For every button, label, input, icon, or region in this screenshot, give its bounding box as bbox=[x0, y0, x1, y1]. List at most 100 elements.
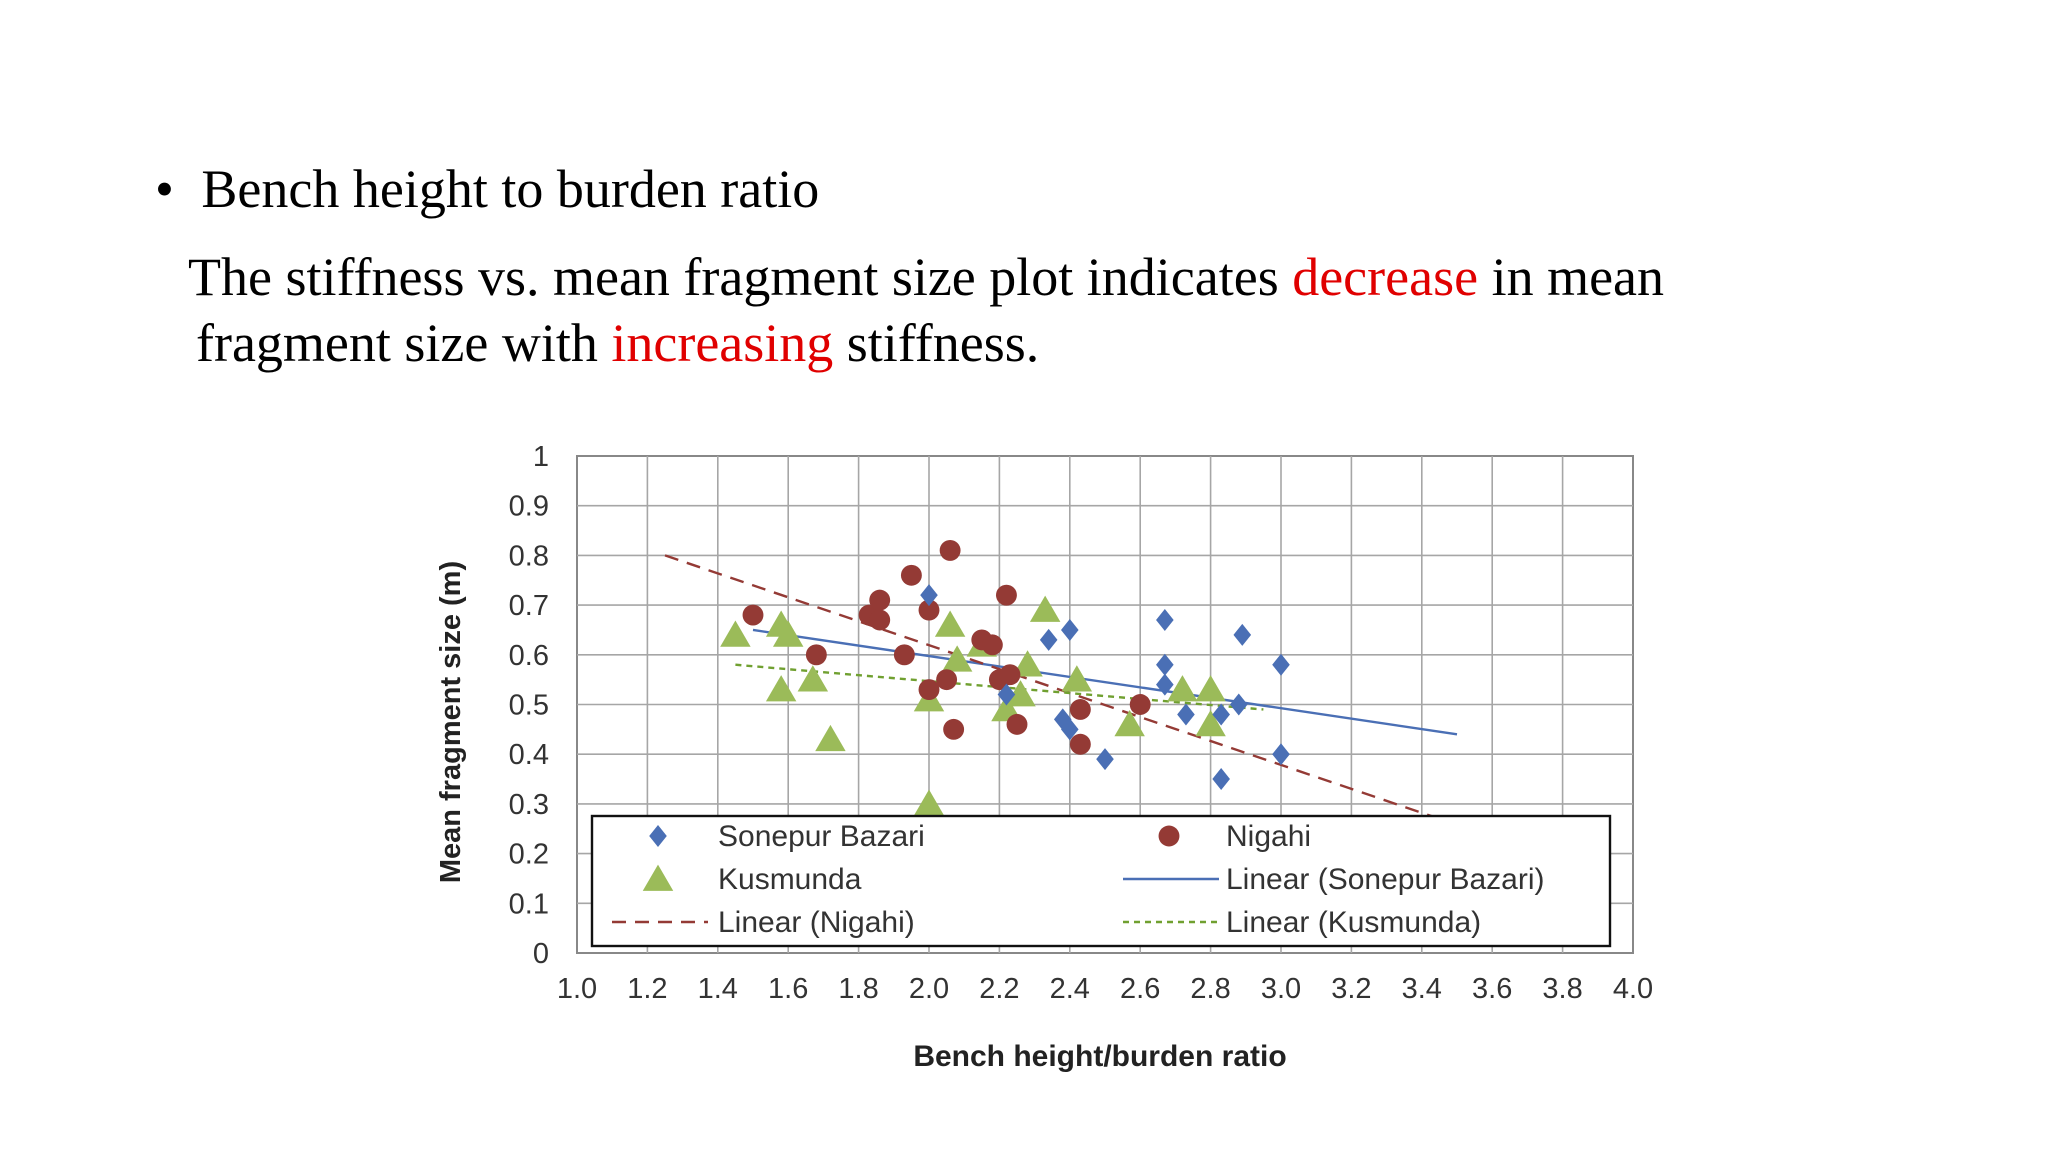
x-tick-label: 2.2 bbox=[979, 973, 1019, 1005]
data-point-circle bbox=[981, 634, 1003, 656]
x-tick-label: 2.0 bbox=[909, 973, 949, 1005]
legend-marker-triangle bbox=[642, 864, 674, 891]
legend-label: Linear (Kusmunda) bbox=[1226, 906, 1481, 939]
data-point-diamond bbox=[1212, 703, 1230, 726]
bullet-heading: • Bench height to burden ratio bbox=[155, 158, 819, 220]
legend-label: Kusmunda bbox=[718, 863, 862, 896]
y-axis-label: Mean fragment size (m) bbox=[435, 561, 467, 883]
data-point-diamond bbox=[1039, 628, 1058, 651]
data-point-diamond bbox=[1061, 718, 1079, 741]
y-tick-label: 0.6 bbox=[509, 640, 549, 672]
body-text-1: The stiffness vs. mean fragment size plo… bbox=[188, 247, 1293, 307]
data-point-circle bbox=[995, 584, 1017, 606]
data-point-diamond bbox=[1229, 693, 1248, 716]
y-tick-label: 0.9 bbox=[509, 491, 549, 523]
data-point-circle bbox=[869, 609, 891, 631]
data-point-circle bbox=[893, 644, 915, 666]
data-point-triangle bbox=[797, 665, 829, 692]
data-point-circle bbox=[939, 539, 961, 561]
x-tick-label: 3.8 bbox=[1542, 973, 1582, 1005]
data-point-diamond bbox=[1096, 748, 1114, 771]
data-point-diamond bbox=[1233, 623, 1252, 646]
data-point-circle bbox=[869, 589, 891, 611]
data-point-diamond bbox=[1156, 609, 1174, 632]
legend-marker-diamond bbox=[649, 825, 667, 847]
body-text-2: in mean bbox=[1478, 247, 1665, 307]
x-tick-label: 1.6 bbox=[768, 973, 808, 1005]
data-point-triangle bbox=[765, 675, 797, 702]
legend-marker-circle bbox=[1158, 825, 1180, 847]
data-point-triangle bbox=[720, 620, 751, 647]
data-point-diamond bbox=[1212, 768, 1230, 791]
body-paragraph: The stiffness vs. mean fragment size plo… bbox=[188, 244, 1900, 376]
highlight-decrease: decrease bbox=[1292, 247, 1479, 307]
x-tick-label: 3.6 bbox=[1472, 973, 1512, 1005]
data-point-circle bbox=[918, 679, 940, 701]
data-point-circle bbox=[943, 718, 965, 740]
x-tick-label: 2.4 bbox=[1050, 973, 1090, 1005]
y-tick-label: 0.5 bbox=[509, 690, 549, 722]
legend: Sonepur Bazari Nigahi Kusmunda Linear (Sone… bbox=[590, 814, 1612, 948]
y-tick-label: 0 bbox=[533, 938, 549, 970]
data-point-triangle bbox=[1029, 595, 1061, 622]
legend-label: Nigahi bbox=[1226, 820, 1311, 853]
data-point-circle bbox=[999, 664, 1021, 686]
data-point-diamond bbox=[1177, 703, 1195, 726]
data-point-triangle bbox=[1005, 680, 1036, 707]
data-point-triangle bbox=[1167, 675, 1198, 702]
data-point-diamond bbox=[1272, 743, 1290, 766]
x-tick-label: 4.0 bbox=[1613, 973, 1653, 1005]
x-tick-label: 3.2 bbox=[1331, 973, 1371, 1005]
data-point-circle bbox=[1006, 713, 1028, 735]
bullet-icon: • bbox=[155, 159, 174, 219]
y-tick-label: 0.1 bbox=[509, 888, 549, 920]
data-point-circle bbox=[1069, 699, 1091, 720]
trendline bbox=[752, 628, 1458, 736]
body-text-4: stiffness. bbox=[833, 313, 1040, 373]
x-tick-label: 2.8 bbox=[1190, 973, 1230, 1005]
data-point-diamond bbox=[1156, 673, 1174, 696]
data-point-triangle bbox=[1061, 665, 1093, 692]
data-point-circle bbox=[936, 669, 958, 691]
legend-box bbox=[590, 814, 1612, 948]
data-point-diamond bbox=[997, 683, 1016, 706]
data-point-triangle bbox=[1012, 650, 1043, 677]
x-tick-label: 3.4 bbox=[1402, 973, 1442, 1005]
legend-label: Linear (Nigahi) bbox=[718, 906, 915, 939]
body-text-3: fragment size with bbox=[196, 313, 612, 373]
data-point-circle bbox=[742, 604, 764, 626]
data-point-triangle bbox=[815, 724, 846, 752]
x-tick-label: 1.0 bbox=[557, 973, 597, 1005]
y-tick-label: 0.2 bbox=[509, 839, 549, 871]
x-tick-label: 1.2 bbox=[627, 973, 667, 1005]
data-point-triangle bbox=[913, 789, 945, 816]
data-point-diamond bbox=[1272, 653, 1290, 676]
data-point-circle bbox=[1069, 733, 1091, 755]
x-tick-label: 1.4 bbox=[698, 973, 738, 1005]
heading-text: Bench height to burden ratio bbox=[201, 159, 820, 219]
y-tick-label: 1 bbox=[533, 441, 549, 473]
y-tick-label: 0.7 bbox=[509, 590, 549, 622]
data-point-triangle bbox=[1195, 675, 1226, 702]
data-point-triangle bbox=[772, 620, 804, 647]
legend-label: Sonepur Bazari bbox=[718, 820, 925, 853]
data-point-circle bbox=[900, 564, 922, 586]
legend-label: Linear (Sonepur Bazari) bbox=[1226, 863, 1545, 896]
data-point-circle bbox=[918, 599, 940, 621]
x-tick-label: 2.6 bbox=[1120, 973, 1160, 1005]
highlight-increasing: increasing bbox=[611, 313, 834, 373]
y-tick-label: 0.8 bbox=[509, 540, 549, 572]
y-tick-label: 0.4 bbox=[509, 739, 549, 771]
data-points bbox=[720, 539, 1290, 816]
data-point-triangle bbox=[1114, 709, 1145, 737]
x-axis-ticks: 1.0 1.2 1.4 1.6 1.8 2.0 2.2 2.4 2.6 2.8 3.0 3.2 3.4 3… bbox=[557, 973, 1653, 1005]
x-tick-label: 1.8 bbox=[838, 973, 878, 1005]
x-axis-label: Bench height/burden ratio bbox=[913, 1040, 1286, 1073]
data-point-triangle bbox=[934, 610, 966, 637]
x-tick-label: 3.0 bbox=[1261, 973, 1301, 1005]
y-axis-ticks: 0 0.1 0.2 0.3 0.4 0.5 0.6 0.7 0.8 0.9 1 bbox=[509, 441, 549, 970]
data-point-circle bbox=[1129, 694, 1151, 715]
data-point-triangle bbox=[1195, 709, 1226, 737]
